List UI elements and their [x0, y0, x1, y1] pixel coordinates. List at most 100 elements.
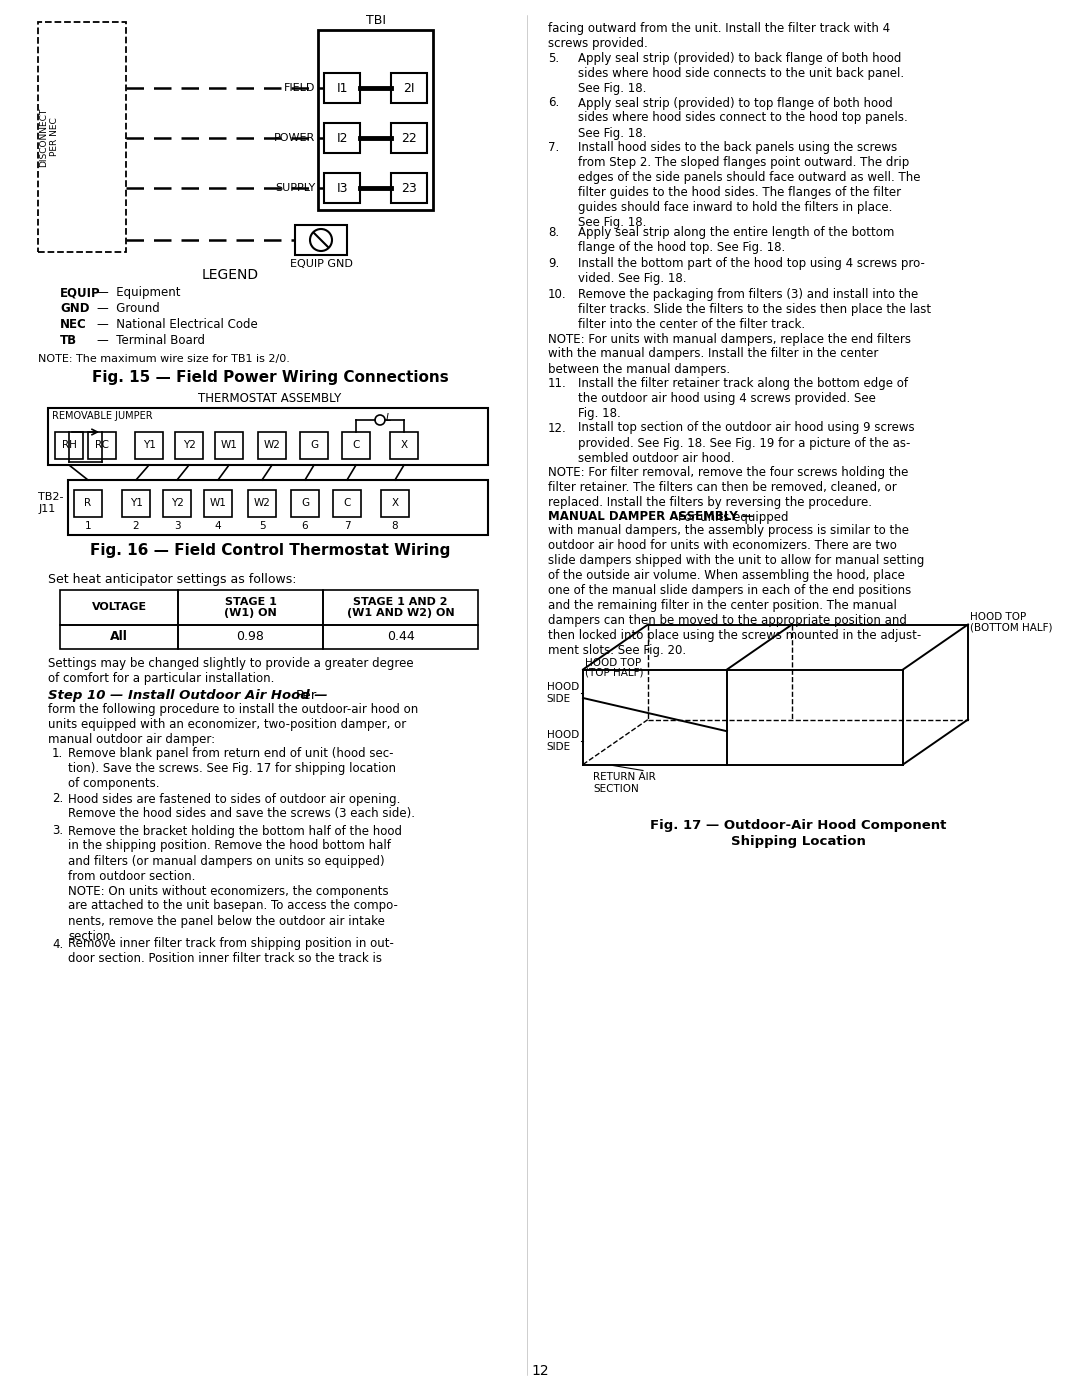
Text: HOOD
SIDE: HOOD SIDE — [546, 683, 579, 704]
Text: 5.: 5. — [548, 52, 559, 66]
Bar — [215, 432, 243, 460]
Text: Y2: Y2 — [171, 499, 184, 509]
Text: W1: W1 — [210, 499, 227, 509]
Bar — [175, 432, 203, 460]
Text: 1.: 1. — [52, 747, 64, 760]
Text: 6.: 6. — [548, 96, 559, 109]
Text: HOOD TOP: HOOD TOP — [970, 612, 1026, 623]
Text: Install the filter retainer track along the bottom edge of
the outdoor air hood : Install the filter retainer track along … — [578, 377, 908, 420]
Bar — [391, 173, 427, 203]
Text: EQUIP: EQUIP — [60, 286, 100, 299]
Text: 4.: 4. — [52, 937, 64, 950]
Text: X: X — [391, 499, 399, 509]
Text: —  Ground: — Ground — [97, 302, 160, 314]
Text: Apply seal strip along the entire length of the bottom
flange of the hood top. S: Apply seal strip along the entire length… — [578, 226, 894, 254]
Text: STAGE 1
(W1) ON: STAGE 1 (W1) ON — [225, 597, 276, 619]
Bar — [204, 490, 232, 517]
Text: Fig. 17 — Outdoor-Air Hood Component
Shipping Location: Fig. 17 — Outdoor-Air Hood Component Shi… — [650, 820, 946, 848]
Text: DISCONNECT
PER NEC: DISCONNECT PER NEC — [39, 108, 58, 166]
Text: 7.: 7. — [548, 141, 559, 154]
Text: TBI: TBI — [365, 14, 386, 27]
Bar — [390, 432, 418, 460]
Text: I2: I2 — [336, 131, 348, 144]
Text: 9.: 9. — [548, 257, 559, 270]
Text: G: G — [301, 499, 309, 509]
Text: 2: 2 — [133, 521, 139, 531]
Text: RETURN AIR
SECTION: RETURN AIR SECTION — [593, 773, 656, 793]
Text: —  Equipment: — Equipment — [97, 286, 180, 299]
Bar — [135, 432, 163, 460]
Bar — [342, 432, 370, 460]
Text: NOTE: For filter removal, remove the four screws holding the
filter retainer. Th: NOTE: For filter removal, remove the fou… — [548, 467, 908, 509]
Bar — [291, 490, 319, 517]
Text: RH: RH — [62, 440, 77, 450]
Bar — [323, 590, 478, 624]
Text: Fig. 16 — Field Control Thermostat Wiring: Fig. 16 — Field Control Thermostat Wirin… — [90, 543, 450, 557]
Text: W2: W2 — [264, 440, 281, 450]
Bar — [60, 624, 178, 650]
Text: 4: 4 — [215, 521, 221, 531]
Text: I3: I3 — [336, 182, 348, 194]
Text: (BOTTOM HALF): (BOTTOM HALF) — [970, 623, 1053, 633]
Text: —  National Electrical Code: — National Electrical Code — [97, 319, 258, 331]
Bar — [381, 490, 409, 517]
Text: Remove blank panel from return end of unit (hood sec-
tion). Save the screws. Se: Remove blank panel from return end of un… — [68, 747, 396, 789]
Text: Y1: Y1 — [130, 499, 143, 509]
Bar — [391, 73, 427, 103]
Text: Settings may be changed slightly to provide a greater degree
of comfort for a pa: Settings may be changed slightly to prov… — [48, 657, 414, 685]
Bar — [68, 481, 488, 535]
Text: THERMOSTAT ASSEMBLY: THERMOSTAT ASSEMBLY — [199, 393, 341, 405]
Bar — [300, 432, 328, 460]
Bar — [295, 225, 347, 256]
Text: REMOVABLE JUMPER: REMOVABLE JUMPER — [52, 411, 152, 420]
Text: Remove inner filter track from shipping position in out-
door section. Position : Remove inner filter track from shipping … — [68, 937, 394, 965]
Text: POWER: POWER — [273, 133, 315, 142]
Text: 7: 7 — [343, 521, 350, 531]
Text: 10.: 10. — [548, 288, 567, 300]
Text: (TOP HALF): (TOP HALF) — [585, 668, 644, 678]
Text: 1: 1 — [84, 521, 92, 531]
Text: C: C — [352, 440, 360, 450]
Text: Per-: Per- — [296, 689, 321, 703]
Text: STAGE 1 AND 2
(W1 AND W2) ON: STAGE 1 AND 2 (W1 AND W2) ON — [347, 597, 455, 619]
Text: Y2: Y2 — [183, 440, 195, 450]
Text: 23: 23 — [401, 182, 417, 194]
Text: NOTE: The maximum wire size for TB1 is 2/0.: NOTE: The maximum wire size for TB1 is 2… — [38, 353, 289, 365]
Bar — [324, 173, 360, 203]
Text: W1: W1 — [220, 440, 238, 450]
Text: 3.: 3. — [52, 824, 63, 837]
Bar — [87, 432, 116, 460]
Text: All: All — [110, 630, 127, 644]
Text: 6: 6 — [301, 521, 308, 531]
Bar — [258, 432, 286, 460]
Text: Remove the bracket holding the bottom half of the hood
in the shipping position.: Remove the bracket holding the bottom ha… — [68, 824, 402, 943]
Text: TB: TB — [60, 334, 77, 346]
Bar — [248, 490, 276, 517]
Text: Install top section of the outdoor air hood using 9 screws
provided. See Fig. 18: Install top section of the outdoor air h… — [578, 422, 915, 464]
Text: 12: 12 — [531, 1363, 549, 1377]
Text: 8.: 8. — [548, 226, 559, 239]
Text: HOOD
SIDE: HOOD SIDE — [546, 731, 579, 752]
Text: —  Terminal Board: — Terminal Board — [97, 334, 205, 346]
Text: Install the bottom part of the hood top using 4 screws pro-
vided. See Fig. 18.: Install the bottom part of the hood top … — [578, 257, 924, 285]
Text: Step 10 — Install Outdoor Air Hood —: Step 10 — Install Outdoor Air Hood — — [48, 689, 333, 703]
Text: W2: W2 — [254, 499, 270, 509]
Text: EQUIP GND: EQUIP GND — [289, 258, 352, 270]
Text: SUPPLY: SUPPLY — [274, 183, 315, 193]
Bar — [318, 29, 433, 210]
Text: Install hood sides to the back panels using the screws
from Step 2. The sloped f: Install hood sides to the back panels us… — [578, 141, 920, 229]
Text: 5: 5 — [259, 521, 266, 531]
Text: RC: RC — [95, 440, 109, 450]
Text: form the following procedure to install the outdoor-air hood on
units equipped w: form the following procedure to install … — [48, 703, 418, 746]
Text: 22: 22 — [401, 131, 417, 144]
Bar — [178, 624, 323, 650]
Bar — [178, 590, 323, 624]
Text: NOTE: For units with manual dampers, replace the end filters
with the manual dam: NOTE: For units with manual dampers, rep… — [548, 332, 912, 376]
Text: HOOD TOP: HOOD TOP — [585, 658, 642, 668]
Text: 3: 3 — [174, 521, 180, 531]
Text: Remove the packaging from filters (3) and install into the
filter tracks. Slide : Remove the packaging from filters (3) an… — [578, 288, 931, 331]
Text: R: R — [84, 499, 92, 509]
Bar — [122, 490, 150, 517]
Text: Hood sides are fastened to sides of outdoor air opening.
Remove the hood sides a: Hood sides are fastened to sides of outd… — [68, 792, 415, 820]
Text: 0.44: 0.44 — [387, 630, 415, 644]
